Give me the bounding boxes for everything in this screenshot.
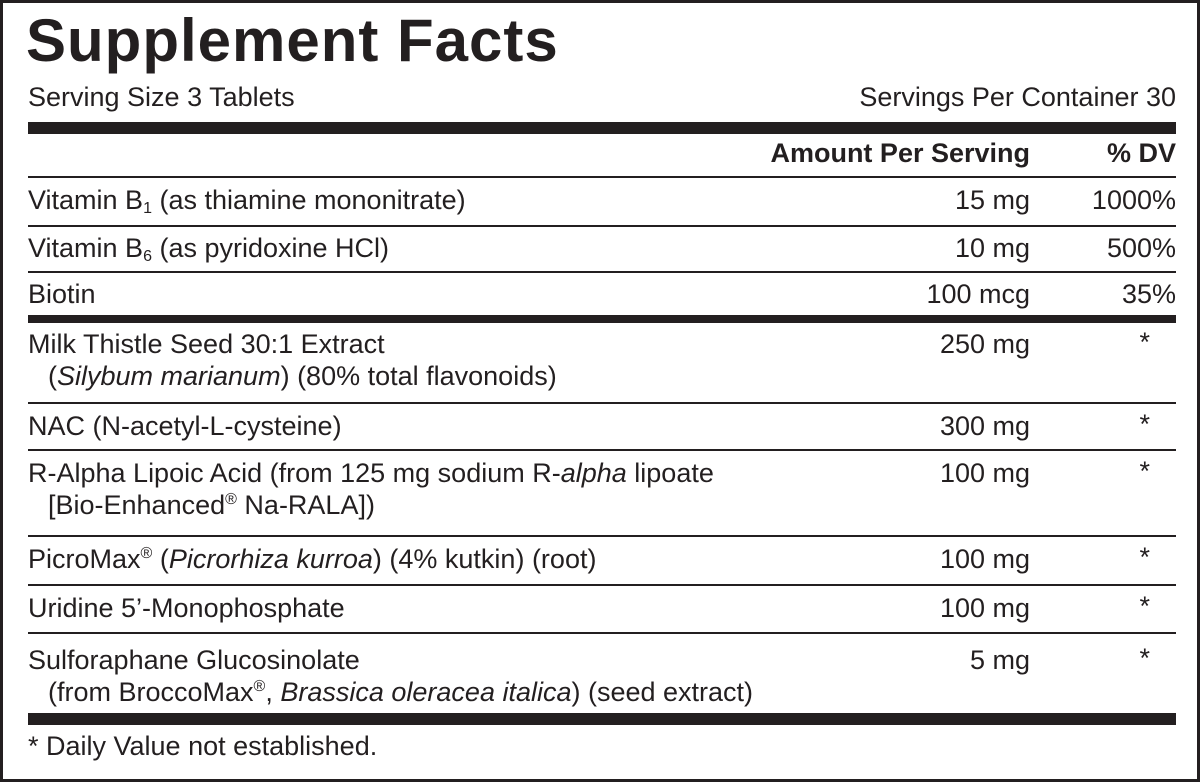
nutrient-row: PicroMax® (Picrorhiza kurroa) (4% kutkin…: [28, 537, 1176, 585]
nutrient-name: Uridine 5’-Monophosphate: [28, 593, 345, 623]
serving-size: Serving Size 3 Tablets: [28, 82, 295, 112]
nutrient-row: Milk Thistle Seed 30:1 Extract (Silybum m…: [28, 322, 1176, 402]
nutrient-amount: 100 mg: [939, 544, 1030, 574]
page-title: Supplement Facts: [26, 7, 559, 74]
nutrient-amount: 250 mg: [939, 329, 1030, 359]
divider: [28, 632, 1176, 634]
nutrient-amount: 10 mg: [954, 233, 1030, 263]
nutrient-name: Sulforaphane Glucosinolate (from BroccoMa…: [28, 645, 754, 707]
nutrient-dv: *: [1139, 327, 1150, 357]
nutrient-dv: *: [1139, 542, 1150, 572]
divider: [28, 271, 1176, 273]
nutrient-amount: 15 mg: [954, 185, 1030, 215]
divider: [28, 225, 1176, 227]
nutrient-dv: 500%: [1106, 233, 1176, 263]
nutrient-row: NAC (N-acetyl-L-cysteine) 300 mg *: [28, 404, 1176, 450]
nutrient-amount: 100 mg: [939, 458, 1030, 488]
nutrient-row: Vitamin B1 (as thiamine mononitrate) 15 …: [28, 178, 1176, 226]
nutrient-row: R-Alpha Lipoic Acid (from 125 mg sodium …: [28, 451, 1176, 535]
servings-per-container: Servings Per Container 30: [859, 82, 1176, 112]
nutrient-name: Milk Thistle Seed 30:1 Extract (Silybum m…: [28, 329, 557, 391]
nutrient-row: Vitamin B6 (as pyridoxine HCl) 10 mg 500…: [28, 226, 1176, 272]
divider: [28, 535, 1176, 537]
divider: [28, 402, 1176, 404]
divider: [28, 449, 1176, 451]
nutrient-amount: 300 mg: [939, 411, 1030, 441]
nutrient-row: Uridine 5’-Monophosphate 100 mg *: [28, 586, 1176, 632]
divider: [28, 584, 1176, 586]
nutrient-name: PicroMax® (Picrorhiza kurroa) (4% kutkin…: [28, 544, 597, 574]
nutrient-dv: *: [1139, 643, 1150, 673]
footnote: * Daily Value not established.: [28, 731, 378, 761]
nutrient-name: Vitamin B6 (as pyridoxine HCl): [28, 233, 390, 265]
divider-thick: [28, 713, 1176, 725]
nutrient-name: NAC (N-acetyl-L-cysteine): [28, 411, 342, 441]
header-dv: % DV: [1106, 138, 1176, 168]
nutrient-name: Biotin: [28, 279, 96, 309]
nutrient-dv: *: [1139, 591, 1150, 621]
nutrient-amount: 100 mg: [939, 593, 1030, 623]
nutrient-dv: 35%: [1121, 279, 1176, 309]
nutrient-dv: *: [1139, 409, 1150, 439]
divider-thick: [28, 122, 1176, 134]
nutrient-name: Vitamin B1 (as thiamine mononitrate): [28, 185, 466, 217]
nutrient-amount: 100 mcg: [926, 279, 1030, 309]
nutrient-dv: *: [1139, 456, 1150, 486]
divider: [28, 176, 1176, 178]
nutrient-row: Biotin 100 mcg 35%: [28, 272, 1176, 316]
header-amount: Amount Per Serving: [770, 138, 1030, 168]
nutrient-row: Sulforaphane Glucosinolate (from BroccoMa…: [28, 638, 1176, 714]
divider-medium: [28, 315, 1176, 323]
nutrient-name: R-Alpha Lipoic Acid (from 125 mg sodium …: [28, 458, 714, 520]
nutrient-dv: 1000%: [1091, 185, 1176, 215]
nutrient-amount: 5 mg: [969, 645, 1030, 675]
